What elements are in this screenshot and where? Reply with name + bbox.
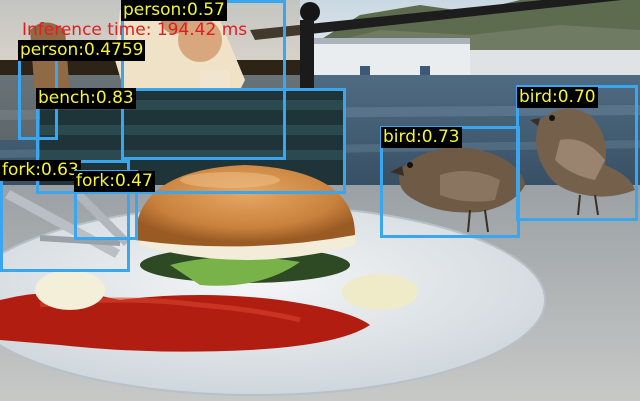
detection-label: bird:0.73 <box>381 127 462 148</box>
detection-label: bench:0.83 <box>36 88 136 109</box>
detection-box-bird-2 <box>516 85 638 221</box>
detection-label: bird:0.70 <box>517 87 598 108</box>
inference-time-text: Inference time: 194.42 ms <box>22 20 248 40</box>
detection-label: fork:0.47 <box>74 171 155 192</box>
detection-box-bench <box>36 88 346 194</box>
detection-label: person:0.4759 <box>18 40 146 61</box>
detection-label: fork:0.63 <box>0 160 81 181</box>
detection-label: person:0.57 <box>121 0 227 21</box>
